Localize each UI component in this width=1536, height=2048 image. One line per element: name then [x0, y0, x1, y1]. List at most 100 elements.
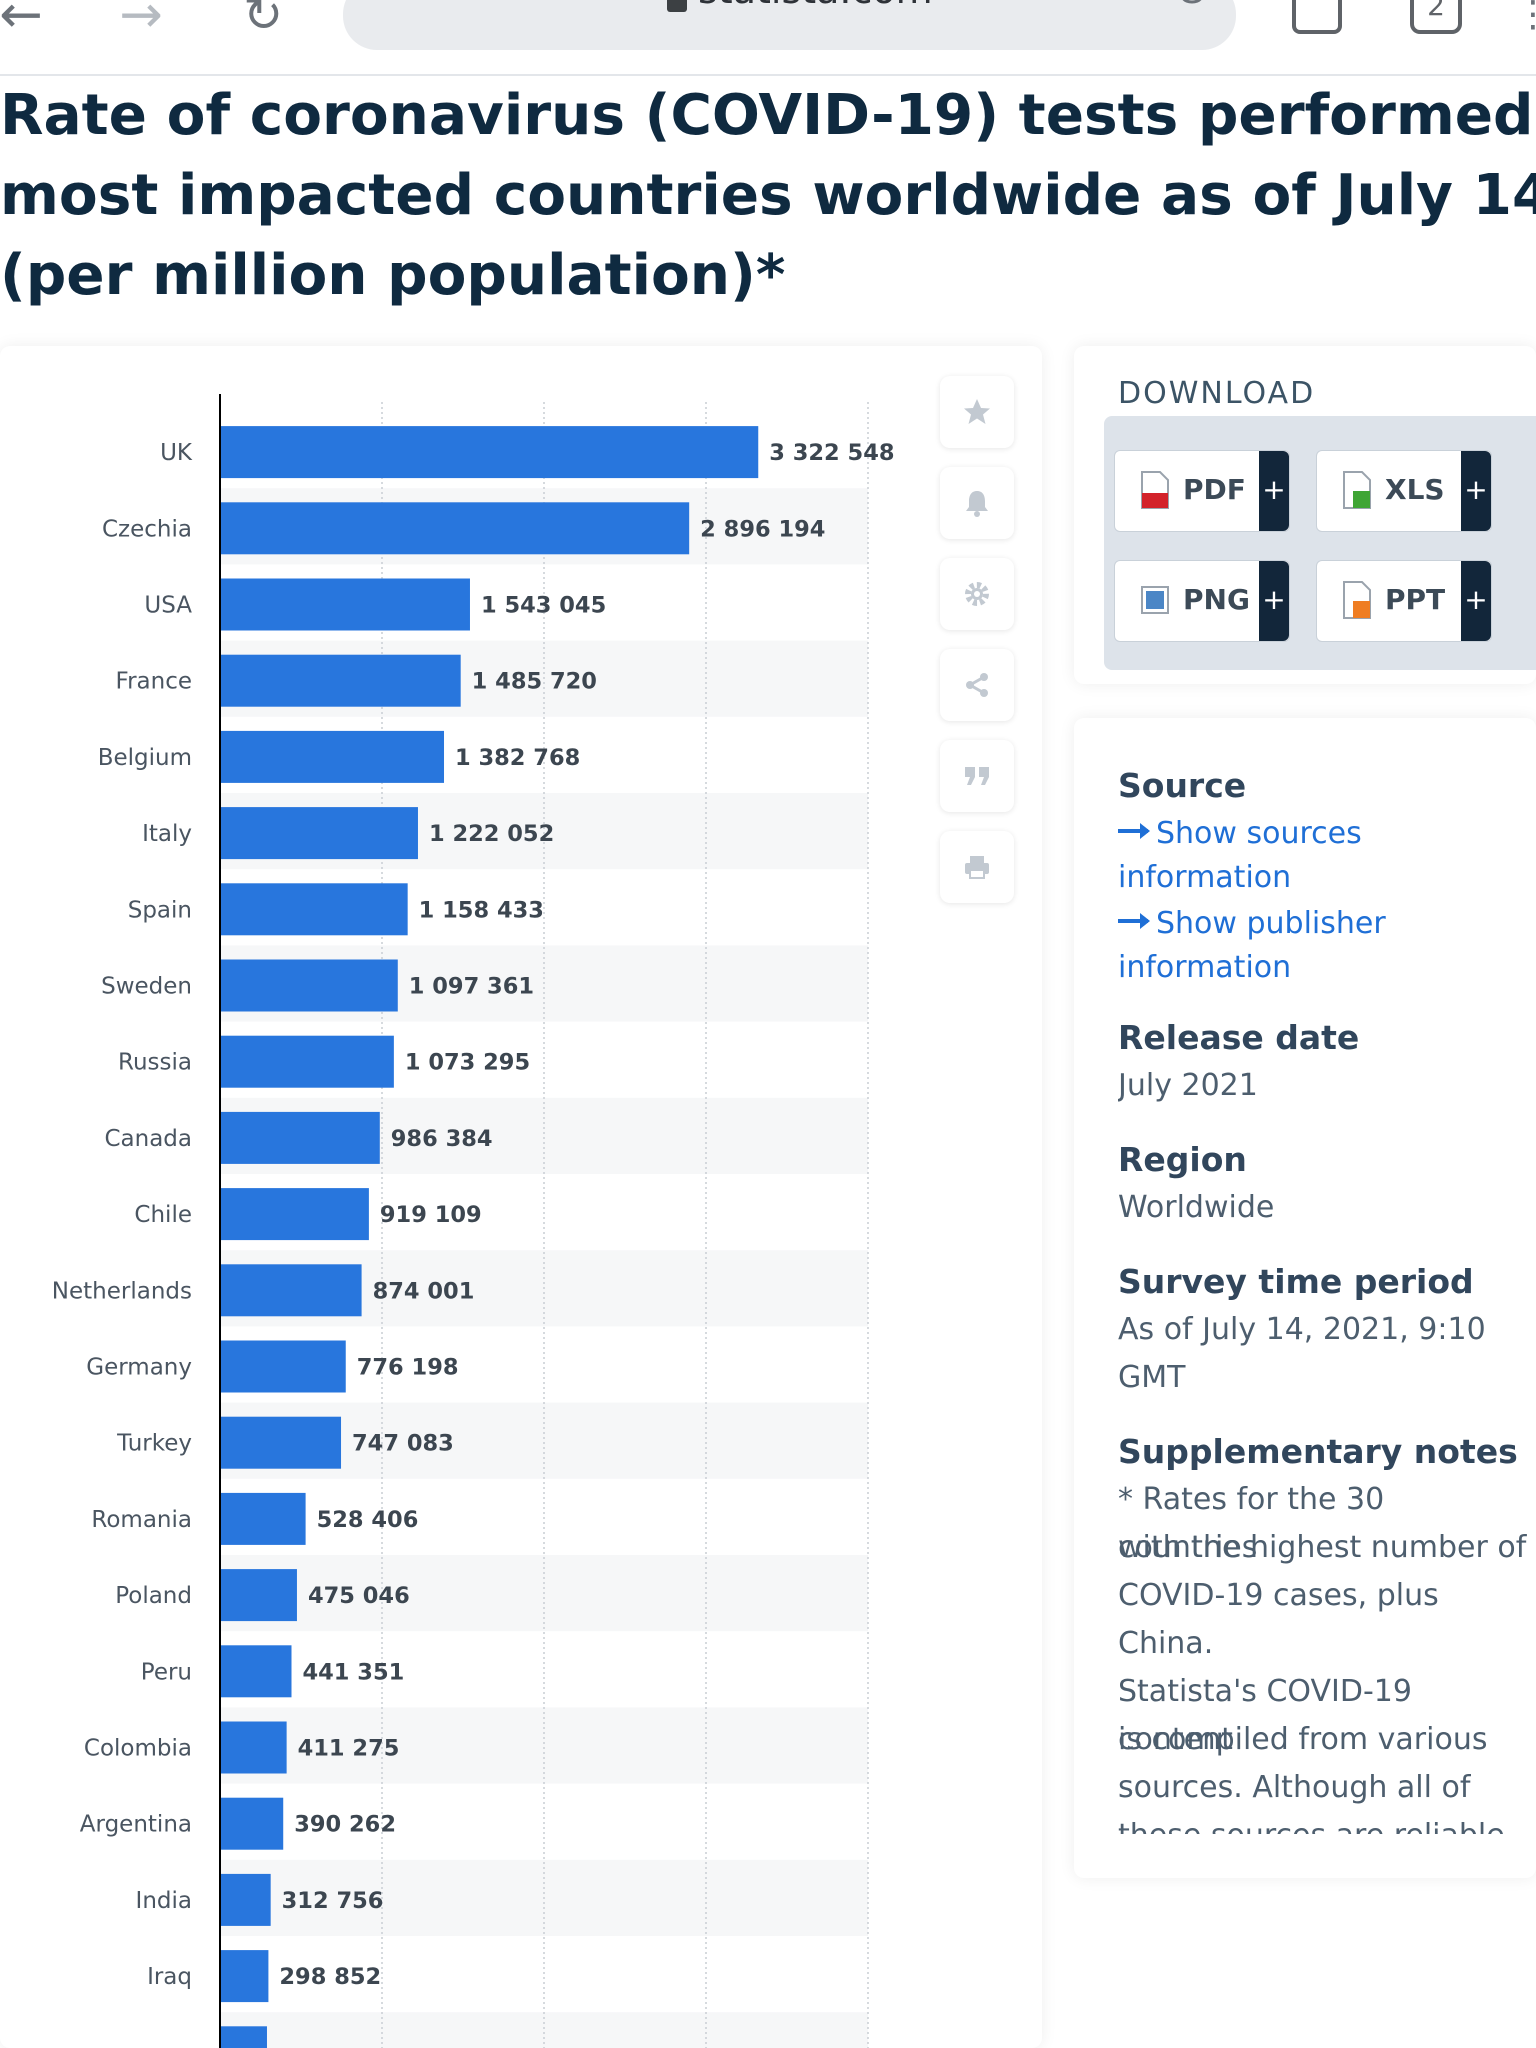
- address-bar[interactable]: statista.com: [343, 0, 1236, 50]
- png-plus-icon[interactable]: +: [1259, 561, 1289, 641]
- download-pdf-button[interactable]: PDF +: [1114, 450, 1290, 532]
- download-ppt-button[interactable]: PPT +: [1316, 560, 1492, 642]
- print-button[interactable]: [940, 831, 1014, 903]
- download-png-button[interactable]: PNG +: [1114, 560, 1290, 642]
- bar-russia[interactable]: [220, 1035, 394, 1088]
- settings-button[interactable]: [940, 558, 1014, 630]
- bar-netherlands[interactable]: [220, 1264, 362, 1317]
- back-arrow-icon[interactable]: ←: [0, 0, 43, 45]
- download-panel: PDF + XLS + PNG + PPT +: [1104, 416, 1536, 670]
- bar-turkey[interactable]: [220, 1416, 342, 1469]
- png-file-icon: [1141, 586, 1169, 614]
- xls-label: XLS: [1385, 473, 1445, 506]
- category-label: Italy: [142, 821, 192, 847]
- download-card: DOWNLOAD PDF + XLS + PNG + PPT +: [1074, 346, 1536, 684]
- bar-spain[interactable]: [220, 883, 408, 936]
- bar-poland[interactable]: [220, 1569, 297, 1622]
- row-stripe: [220, 1707, 868, 1784]
- arrow-right-icon: [1118, 912, 1150, 929]
- bar-partial[interactable]: [220, 2026, 267, 2048]
- category-label: Russia: [118, 1050, 192, 1076]
- category-label: India: [136, 1888, 192, 1914]
- notes-line-2: with the highest number of: [1118, 1530, 1527, 1565]
- ppt-plus-icon[interactable]: +: [1461, 561, 1491, 641]
- bar-belgium[interactable]: [220, 730, 445, 783]
- category-label: Belgium: [98, 745, 192, 771]
- bar-romania[interactable]: [220, 1492, 306, 1545]
- value-label: 528 406: [317, 1507, 419, 1533]
- share-page-icon[interactable]: [1292, 0, 1342, 34]
- bar-usa[interactable]: [220, 578, 470, 631]
- value-label: 441 351: [302, 1659, 404, 1685]
- xls-file-icon: [1343, 471, 1371, 509]
- bar-peru[interactable]: [220, 1645, 292, 1698]
- value-label: 3 322 548: [769, 440, 894, 466]
- bar-india[interactable]: [220, 1873, 271, 1926]
- bar-argentina[interactable]: [220, 1797, 284, 1850]
- bar-sweden[interactable]: [220, 959, 398, 1012]
- bar-iraq[interactable]: [220, 1950, 269, 2003]
- category-label: Czechia: [102, 516, 192, 542]
- show-sources-link[interactable]: Show sources: [1118, 812, 1362, 856]
- value-label: 1 382 768: [455, 745, 580, 771]
- value-label: 411 275: [298, 1736, 400, 1762]
- bar-colombia[interactable]: [220, 1721, 287, 1774]
- download-xls-button[interactable]: XLS +: [1316, 450, 1492, 532]
- bar-france[interactable]: [220, 654, 461, 707]
- category-label: Romania: [91, 1507, 192, 1533]
- value-label: 919 109: [380, 1202, 482, 1228]
- title-line-2: most impacted countries worldwide as of …: [0, 163, 1536, 228]
- title-line-3: (per million population)*: [0, 243, 786, 308]
- category-label: UK: [160, 440, 193, 466]
- category-label: Germany: [86, 1355, 192, 1381]
- category-label: Poland: [115, 1583, 192, 1609]
- tab-count-button[interactable]: 2: [1410, 0, 1462, 34]
- share-icon: [966, 673, 988, 697]
- reload-icon[interactable]: ↻: [242, 0, 284, 43]
- show-publisher-link-cont[interactable]: information: [1118, 950, 1292, 985]
- category-label: Colombia: [84, 1736, 192, 1762]
- pdf-plus-icon[interactable]: +: [1259, 451, 1289, 531]
- value-label: 1 222 052: [429, 821, 554, 847]
- bar-uk[interactable]: [220, 426, 759, 479]
- show-sources-text: Show sources: [1156, 816, 1362, 851]
- cite-button[interactable]: [940, 740, 1014, 812]
- show-publisher-link[interactable]: Show publisher: [1118, 902, 1386, 946]
- value-label: 1 485 720: [472, 669, 597, 695]
- category-label: Peru: [141, 1659, 192, 1685]
- category-label: France: [116, 669, 192, 695]
- survey-period-value-1: As of July 14, 2021, 9:10: [1118, 1312, 1486, 1347]
- page-title: Rate of coronavirus (COVID-19) tests per…: [0, 76, 1536, 316]
- notes-line-7: these sources are reliable: [1118, 1812, 1505, 1834]
- bar-chart: UK 3 322 548 Czechia 2 896 194 USA 1 543 045 F…: [52, 394, 895, 2048]
- show-publisher-text: Show publisher: [1156, 906, 1386, 941]
- category-label: USA: [144, 593, 192, 619]
- bar-germany[interactable]: [220, 1340, 346, 1393]
- notes-line-6: sources. Although all of: [1118, 1770, 1471, 1805]
- bar-italy[interactable]: [220, 807, 418, 860]
- more-menu-icon[interactable]: ⋮: [1515, 0, 1536, 35]
- png-label: PNG: [1183, 583, 1250, 616]
- pdf-label: PDF: [1183, 473, 1246, 506]
- arrow-right-icon: [1118, 822, 1150, 839]
- microphone-icon[interactable]: [1179, 0, 1205, 6]
- supplementary-notes-heading: Supplementary notes: [1118, 1432, 1518, 1471]
- favorite-button[interactable]: [940, 376, 1014, 448]
- region-value: Worldwide: [1118, 1190, 1275, 1225]
- info-content: Source Show sources information Show pub…: [1118, 718, 1528, 1834]
- category-label: Chile: [134, 1202, 192, 1228]
- url-text: statista.com: [698, 0, 933, 12]
- bar-czechia[interactable]: [220, 502, 690, 555]
- survey-period-value-2: GMT: [1118, 1360, 1186, 1395]
- xls-plus-icon[interactable]: +: [1461, 451, 1491, 531]
- show-sources-link-cont[interactable]: information: [1118, 860, 1292, 895]
- chart-card: UK 3 322 548 Czechia 2 896 194 USA 1 543 045 F…: [0, 346, 1042, 2048]
- value-label: 986 384: [391, 1126, 493, 1152]
- bar-canada[interactable]: [220, 1111, 380, 1164]
- ppt-file-icon: [1343, 581, 1371, 619]
- region-heading: Region: [1118, 1140, 1247, 1179]
- notification-button[interactable]: [940, 467, 1014, 539]
- forward-arrow-icon[interactable]: →: [119, 0, 163, 45]
- bar-chile[interactable]: [220, 1188, 369, 1241]
- share-button[interactable]: [940, 649, 1014, 721]
